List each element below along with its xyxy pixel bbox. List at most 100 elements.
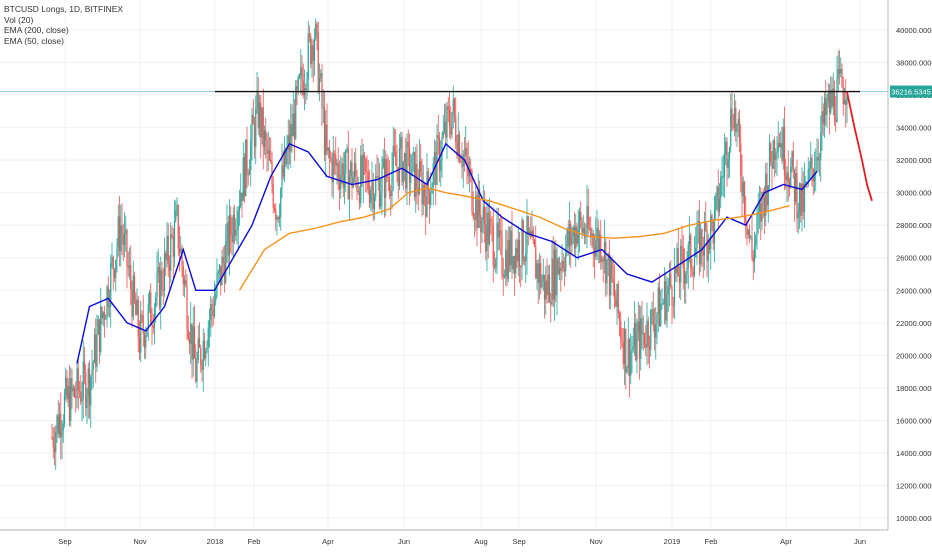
candle-body — [227, 222, 229, 256]
legend-symbol[interactable]: BTCUSD Longs, 1D, BITFINEX — [4, 4, 124, 14]
candle-body — [125, 230, 127, 234]
candle-body — [418, 161, 421, 194]
candle-body — [383, 158, 386, 198]
candle-body — [810, 157, 812, 168]
candle-body — [408, 147, 411, 183]
candle-body — [260, 102, 262, 138]
candle-body — [771, 162, 773, 169]
candle-body — [255, 108, 257, 147]
y-tick-label: 12000.0000 — [896, 481, 932, 490]
candle-body — [113, 269, 116, 278]
candle-body — [561, 260, 563, 271]
candle-body — [627, 339, 629, 369]
candle-body — [425, 196, 427, 217]
candle-body — [272, 184, 274, 208]
candle-body — [598, 234, 601, 251]
candle-body — [263, 130, 266, 148]
candle-body — [543, 275, 546, 300]
candle-body — [207, 327, 209, 348]
candle-body — [147, 303, 149, 329]
candle-body — [798, 183, 801, 212]
candle-body — [556, 258, 558, 296]
candle-body — [702, 251, 704, 256]
candle-body — [637, 321, 639, 332]
candle-body — [411, 154, 413, 176]
candle-body — [638, 321, 641, 359]
candle-body — [392, 146, 394, 172]
candle-body — [778, 142, 781, 148]
candle-body — [353, 163, 356, 178]
candle-body — [805, 181, 807, 184]
candle-body — [595, 240, 597, 257]
candle-body — [313, 37, 316, 61]
candle-body — [370, 190, 372, 203]
x-tick-label: Feb — [248, 537, 261, 546]
candle-body — [732, 126, 734, 128]
candle-body — [480, 214, 482, 233]
candle-body — [557, 258, 559, 275]
candle-body — [743, 181, 746, 216]
candle-body — [740, 143, 742, 177]
candle-body — [382, 158, 384, 168]
candle-body — [322, 107, 324, 109]
candle-body — [485, 224, 487, 252]
candle-body — [460, 161, 462, 163]
x-tick-label: 2018 — [207, 537, 224, 546]
candle-body — [208, 319, 211, 328]
candle-body — [265, 130, 267, 140]
y-tick-label: 20000.0000 — [896, 351, 932, 360]
candle-body — [823, 97, 826, 124]
candle-body — [250, 140, 252, 171]
candle-body — [780, 143, 782, 148]
candle-body — [520, 266, 522, 268]
candle-body — [107, 286, 109, 308]
candle-body — [772, 140, 774, 169]
candle-body — [538, 263, 541, 283]
candle-body — [101, 306, 103, 319]
candle-body — [500, 230, 502, 233]
candle-body — [247, 174, 249, 176]
candle-body — [295, 86, 297, 139]
candle-body — [745, 215, 747, 223]
candle-body — [222, 256, 224, 264]
ema200-line — [238, 187, 790, 291]
candle-body — [331, 158, 333, 183]
candle-body — [671, 287, 673, 306]
candle-body — [597, 227, 599, 251]
candle-body — [717, 186, 719, 213]
legend-ema200[interactable]: EMA (200, close) — [4, 25, 69, 35]
candle-body — [183, 280, 186, 284]
candle-body — [791, 150, 793, 167]
candle-body — [63, 395, 66, 424]
candle-body — [348, 176, 351, 200]
candle-body — [541, 281, 543, 288]
candle-body — [540, 263, 542, 288]
candle-body — [518, 239, 521, 267]
candle-body — [385, 159, 387, 198]
candle-body — [238, 206, 241, 212]
x-tick-label: 2019 — [664, 537, 681, 546]
candle-body — [662, 303, 664, 305]
candle-body — [338, 178, 341, 190]
candle-body — [478, 188, 481, 215]
candle-body — [803, 183, 806, 212]
candle-body — [92, 362, 94, 370]
candle-body — [161, 269, 163, 289]
candle-body — [808, 167, 811, 170]
candle-body — [345, 149, 347, 174]
candle-body — [283, 148, 286, 177]
candle-body — [636, 331, 638, 360]
candle-body — [665, 281, 667, 321]
legend-ema50[interactable]: EMA (50, close) — [4, 35, 64, 46]
candle-body — [296, 86, 298, 90]
y-tick-label: 28000.0000 — [896, 221, 932, 230]
candle-body — [122, 234, 124, 245]
candle-body — [88, 368, 91, 406]
candle-body — [305, 88, 307, 91]
candle-body — [197, 338, 199, 360]
candle-body — [155, 297, 157, 309]
legend-volume[interactable]: Vol (20) — [4, 14, 34, 25]
candle-body — [517, 239, 519, 262]
candle-body — [73, 387, 76, 397]
